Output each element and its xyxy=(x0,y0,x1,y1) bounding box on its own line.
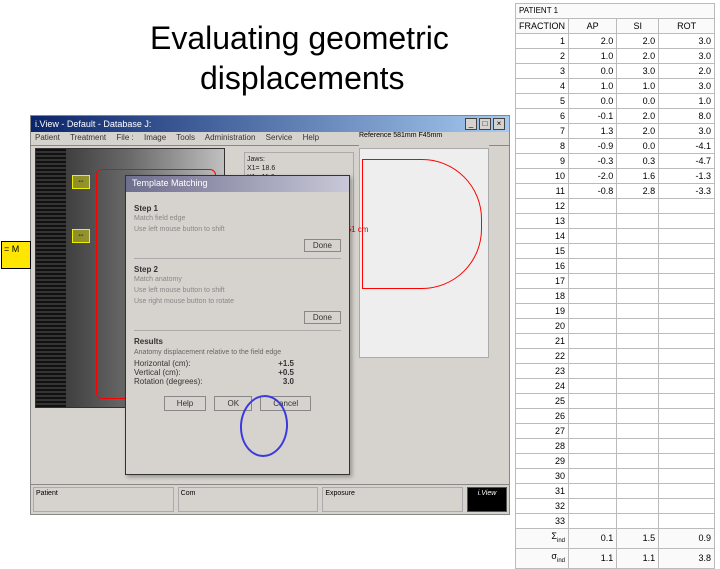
status-com: Com xyxy=(178,487,319,512)
template-matching-dialog: Template Matching Step 1 Match field edg… xyxy=(125,175,350,475)
minimize-icon[interactable]: _ xyxy=(465,118,477,130)
iview-logo: i.View xyxy=(467,487,507,512)
sum-ap: 0.1 xyxy=(569,529,617,549)
table-row: 31 xyxy=(516,484,715,499)
patient-header: PATIENT 1 xyxy=(516,4,715,19)
table-row: 8-0.90.0-4.1 xyxy=(516,139,715,154)
table-row: 17 xyxy=(516,274,715,289)
menu-help[interactable]: Help xyxy=(303,133,319,142)
page-title-line1: Evaluating geometric xyxy=(150,20,449,57)
table-row: 11-0.82.8-3.3 xyxy=(516,184,715,199)
menu-tools[interactable]: Tools xyxy=(176,133,195,142)
col-ap: AP xyxy=(569,19,617,34)
dialog-title[interactable]: Template Matching xyxy=(126,176,349,192)
reference-outline xyxy=(362,159,482,289)
iview-titlebar[interactable]: i.View - Default - Database J: _ □ × xyxy=(31,116,509,132)
iview-statusbar: Patient Com Exposure i.View xyxy=(31,484,509,514)
menu-service[interactable]: Service xyxy=(266,133,293,142)
overlay-marker-1[interactable]: ⇔ xyxy=(72,175,90,189)
step1-done-button[interactable]: Done xyxy=(304,239,341,252)
table-row: 18 xyxy=(516,289,715,304)
table-row: 33 xyxy=(516,514,715,529)
menu-treatment[interactable]: Treatment xyxy=(70,133,106,142)
table-row: 21.02.03.0 xyxy=(516,49,715,64)
col-rot: ROT xyxy=(659,19,715,34)
table-row: 28 xyxy=(516,439,715,454)
close-icon[interactable]: × xyxy=(493,118,505,130)
table-row: 14 xyxy=(516,229,715,244)
reference-header: Reference 581mm F45mm xyxy=(359,132,489,146)
table-row: 16 xyxy=(516,259,715,274)
table-row: 10-2.01.6-1.3 xyxy=(516,169,715,184)
sigma-label: σind xyxy=(516,548,569,568)
table-row: 32 xyxy=(516,499,715,514)
table-row: 41.01.03.0 xyxy=(516,79,715,94)
displacement-table: PATIENT 1 FRACTION AP SI ROT 12.02.03.02… xyxy=(515,3,715,569)
step2-label: Step 2 xyxy=(134,265,341,274)
ok-button[interactable]: OK xyxy=(214,396,252,411)
sigma-si: 1.1 xyxy=(617,548,659,568)
results-sub: Anatomy displacement relative to the fie… xyxy=(134,349,341,356)
results-table: Horizontal (cm):+1.5 Vertical (cm):+0.5 … xyxy=(134,359,341,386)
table-row: 30.03.02.0 xyxy=(516,64,715,79)
table-row: 21 xyxy=(516,334,715,349)
overlay-marker-2[interactable]: ⇔ xyxy=(72,229,90,243)
table-row: 6-0.12.08.0 xyxy=(516,109,715,124)
table-row: 12.02.03.0 xyxy=(516,34,715,49)
sum-rot: 0.9 xyxy=(659,529,715,549)
table-row: 12 xyxy=(516,199,715,214)
status-patient: Patient xyxy=(33,487,174,512)
sum-label: Σind xyxy=(516,529,569,549)
results-label: Results xyxy=(134,337,341,346)
status-exposure: Exposure xyxy=(322,487,463,512)
help-button[interactable]: Help xyxy=(164,396,206,411)
table-row: 50.00.01.0 xyxy=(516,94,715,109)
table-row: 13 xyxy=(516,214,715,229)
table-row: 27 xyxy=(516,424,715,439)
yellow-mode-box: = M xyxy=(1,241,31,269)
step1-hint1: Match field edge xyxy=(134,215,341,222)
menu-image[interactable]: Image xyxy=(144,133,166,142)
table-row: 22 xyxy=(516,349,715,364)
table-row: 24 xyxy=(516,379,715,394)
table-row: 15 xyxy=(516,244,715,259)
cancel-button[interactable]: Cancel xyxy=(260,396,311,411)
menu-patient[interactable]: Patient xyxy=(35,133,60,142)
sigma-ap: 1.1 xyxy=(569,548,617,568)
table-row: 20 xyxy=(516,319,715,334)
col-si: SI xyxy=(617,19,659,34)
step2-hint2: Use left mouse button to shift xyxy=(134,287,341,294)
menu-admin[interactable]: Administration xyxy=(205,133,256,142)
table-row: 26 xyxy=(516,409,715,424)
table-row: 25 xyxy=(516,394,715,409)
table-row: 30 xyxy=(516,469,715,484)
step2-done-button[interactable]: Done xyxy=(304,311,341,324)
maximize-icon[interactable]: □ xyxy=(479,118,491,130)
step1-hint2: Use left mouse button to shift xyxy=(134,226,341,233)
table-row: 23 xyxy=(516,364,715,379)
col-fraction: FRACTION xyxy=(516,19,569,34)
iview-title-text: i.View - Default - Database J: xyxy=(35,119,151,129)
table-row: 19 xyxy=(516,304,715,319)
table-row: 71.32.03.0 xyxy=(516,124,715,139)
page-title-line2: displacements xyxy=(200,60,405,97)
step2-hint1: Match anatomy xyxy=(134,276,341,283)
sigma-rot: 3.8 xyxy=(659,548,715,568)
table-row: 29 xyxy=(516,454,715,469)
menu-file[interactable]: File : xyxy=(116,133,133,142)
reference-panel[interactable] xyxy=(359,148,489,358)
leaf-stripe xyxy=(36,149,66,407)
table-row: 9-0.30.3-4.7 xyxy=(516,154,715,169)
step2-hint3: Use right mouse button to rotate xyxy=(134,298,341,305)
sum-si: 1.5 xyxy=(617,529,659,549)
step1-label: Step 1 xyxy=(134,204,341,213)
